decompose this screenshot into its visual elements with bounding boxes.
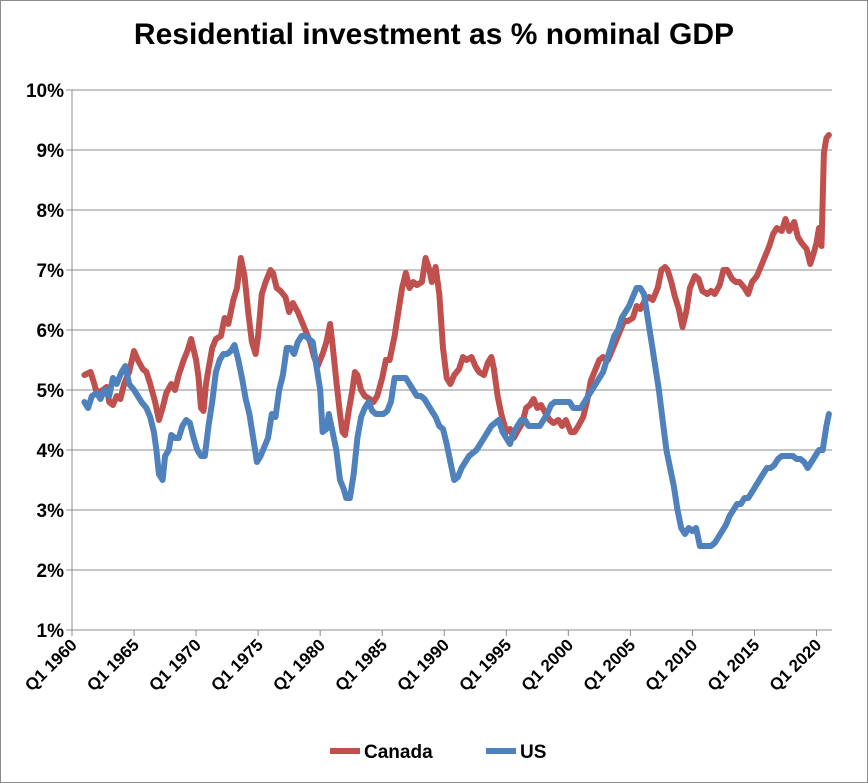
x-tick-label: Q1 1985 [331, 635, 391, 695]
x-tick-label: Q1 2000 [518, 635, 578, 695]
y-tick-label: 4% [37, 441, 65, 462]
x-axis: Q1 1960 Q1 1965 Q1 1970 Q1 1975 Q1 1980 Q1 19… [21, 90, 832, 695]
x-tick-label: Q1 2005 [580, 635, 640, 695]
gridlines [72, 89, 832, 631]
y-tick-label: 6% [37, 321, 65, 342]
x-tick-label: Q1 2020 [766, 635, 826, 695]
chart-title: Residential investment as % nominal GDP [133, 18, 735, 51]
series-line-canada [81, 132, 832, 441]
series-lines [81, 132, 832, 549]
legend-label-us: US [520, 742, 546, 763]
y-tick-label: 10% [26, 81, 64, 102]
y-tick-label: 2% [37, 561, 65, 582]
series-line-us [81, 285, 832, 549]
x-tick-label: Q1 1960 [21, 635, 81, 695]
y-tick-label: 9% [37, 141, 65, 162]
x-tick-label: Q1 2015 [704, 635, 764, 695]
y-tick-label: 8% [37, 201, 65, 222]
legend: Canada US [330, 742, 546, 763]
x-tick-label: Q1 1995 [456, 635, 516, 695]
y-tick-label: 5% [37, 381, 65, 402]
y-tick-label: 1% [37, 621, 65, 642]
legend-label-canada: Canada [364, 742, 433, 763]
x-tick-label: Q1 1990 [394, 635, 454, 695]
x-tick-label: Q1 2010 [642, 635, 702, 695]
y-axis-ticks: 1% 2% 3% 4% 5% 6% 7% 8% 9% 10% [26, 81, 72, 642]
x-tick-label: Q1 1965 [83, 635, 143, 695]
y-tick-label: 7% [37, 261, 65, 282]
x-tick-label: Q1 1970 [145, 635, 205, 695]
y-tick-label: 3% [37, 501, 65, 522]
x-tick-label: Q1 1980 [269, 635, 329, 695]
x-tick-label: Q1 1975 [207, 635, 267, 695]
